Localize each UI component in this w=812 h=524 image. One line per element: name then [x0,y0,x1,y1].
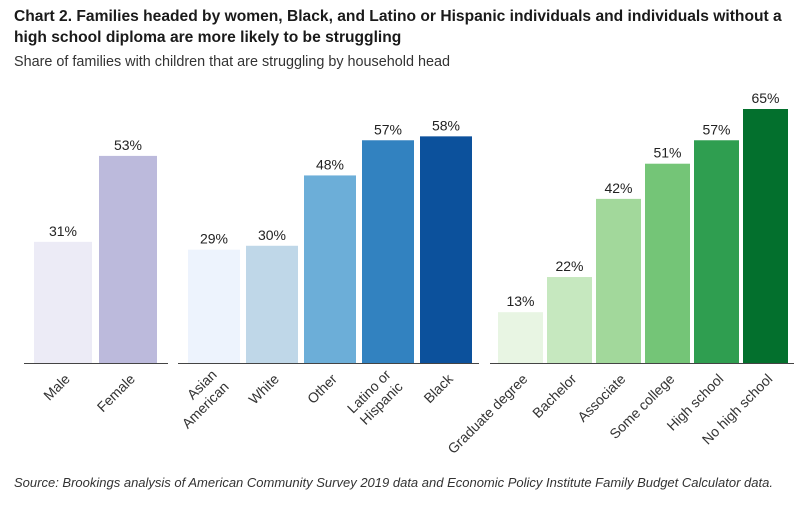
data-label-female: 53% [114,137,142,153]
data-label-male: 31% [49,223,77,239]
tick-label-graduate-degree: Graduate degree [444,370,530,456]
bar-female [99,155,157,363]
bar-asian-american [188,249,240,363]
data-label-latino-or-hispanic: 57% [374,121,402,137]
tick-label-male: Male [40,370,73,403]
data-label-asian-american: 29% [200,231,228,247]
bar-black [420,136,472,363]
tick-label-latino-or-hispanic: Latino orHispanic [344,366,406,428]
bar-some-college [645,163,690,363]
tick-label-bachelor: Bachelor [529,370,580,421]
tick-label-other: Other [304,370,340,406]
bar-chart: 31% Male 53% Female 29% AsianAmerican 30% White… [24,90,794,457]
tick-label-white: White [245,370,282,407]
tick-label-asian-american: AsianAmerican [167,366,232,431]
bar-white [246,245,298,363]
bar-other [304,175,356,363]
bar-graduate-degree [498,312,543,363]
data-label-associate: 42% [604,180,632,196]
tick-label-black: Black [420,370,456,406]
data-label-other: 48% [316,156,344,172]
data-label-some-college: 51% [653,145,681,161]
bar-no-high-school [743,109,788,363]
data-label-white: 30% [258,227,286,243]
data-label-graduate-degree: 13% [506,293,534,309]
source-note: Source: Brookings analysis of American C… [14,475,773,490]
chart-title: Chart 2. Families headed by women, Black… [14,8,782,46]
data-label-black: 58% [432,117,460,133]
tick-label-female: Female [94,370,138,414]
data-label-high-school: 57% [702,121,730,137]
bar-high-school [694,140,739,363]
bar-bachelor [547,277,592,363]
data-label-bachelor: 22% [555,258,583,274]
bar-male [34,241,92,363]
data-label-no-high-school: 65% [751,90,779,106]
bar-latino-or-hispanic [362,140,414,363]
bar-associate [596,198,641,363]
chart-subtitle: Share of families with children that are… [14,54,450,70]
